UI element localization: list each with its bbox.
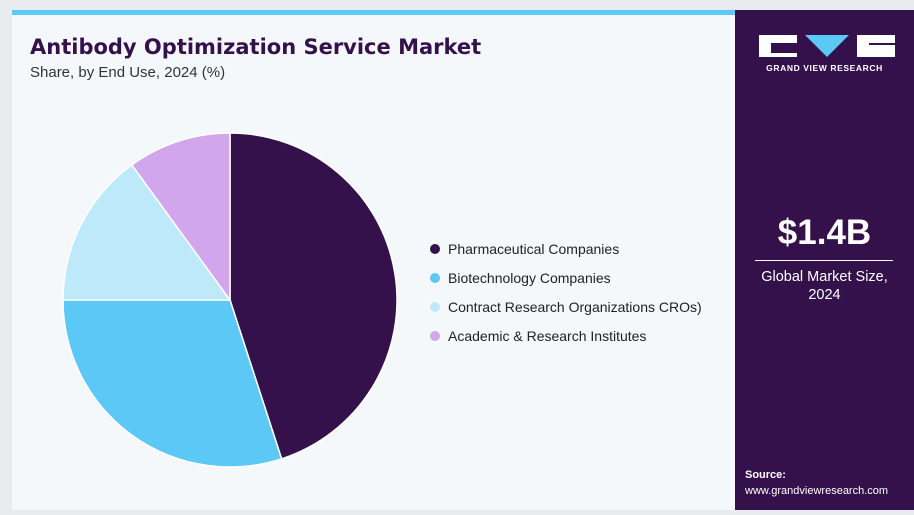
pie-slice-pharmaceutical	[229, 132, 398, 460]
legend-swatch	[430, 302, 440, 312]
legend-item-biotechnology: Biotechnology Companies	[430, 269, 720, 287]
legend-label: Contract Research Organizations CROs)	[448, 299, 702, 315]
grand-view-research-logo-icon	[759, 35, 895, 57]
legend-item-academic: Academic & Research Institutes	[430, 327, 720, 345]
legend-item-cro: Contract Research Organizations CROs)	[430, 298, 720, 316]
market-size-label: Global Market Size, 2024	[735, 268, 914, 304]
pie-slice-cro	[62, 163, 232, 301]
divider	[755, 260, 893, 261]
chart-card: Antibody Optimization Service Market Sha…	[12, 10, 735, 510]
legend-item-pharmaceutical: Pharmaceutical Companies	[430, 240, 720, 258]
legend-swatch	[430, 273, 440, 283]
market-size-value: $1.4B	[777, 213, 872, 252]
pie-slice-academic	[130, 132, 231, 303]
pie-slice-biotechnology	[62, 299, 283, 468]
chart-legend: Pharmaceutical Companies Biotechnology C…	[430, 240, 720, 356]
source-label: Source:	[745, 469, 786, 481]
chart-subtitle: Share, by End Use, 2024 (%)	[30, 64, 226, 81]
chart-title: Antibody Optimization Service Market	[30, 35, 482, 59]
legend-label: Academic & Research Institutes	[448, 328, 647, 344]
legend-label: Biotechnology Companies	[448, 270, 611, 286]
source-url: www.grandviewresearch.com	[745, 485, 889, 497]
brand-name: GRAND VIEW RESEARCH	[766, 63, 883, 73]
market-size-label-line2: 2024	[808, 287, 841, 303]
legend-swatch	[430, 244, 440, 254]
side-panel: GRAND VIEW RESEARCH $1.4B Global Market …	[735, 10, 914, 510]
legend-label: Pharmaceutical Companies	[448, 241, 620, 257]
legend-swatch	[430, 331, 440, 341]
market-size-label-line1: Global Market Size,	[761, 269, 888, 285]
pie-chart	[62, 132, 398, 468]
